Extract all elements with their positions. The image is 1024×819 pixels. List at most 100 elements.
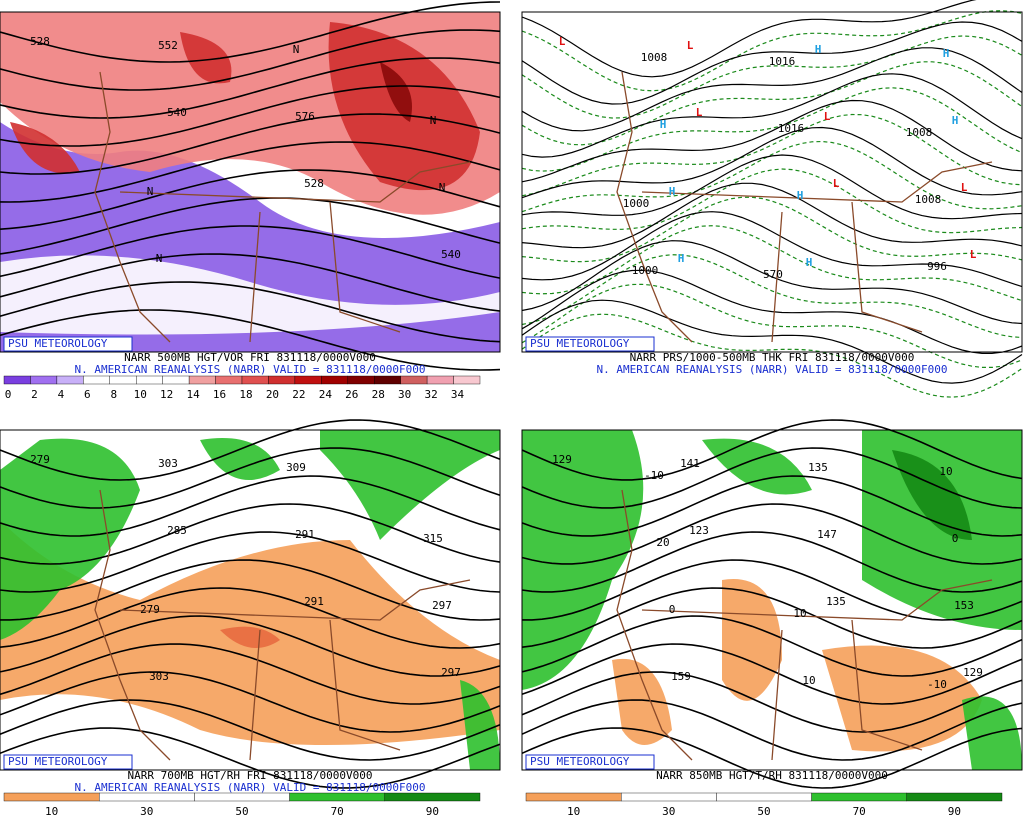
badge-box [525, 336, 655, 352]
colorbar-cell [241, 375, 269, 385]
map-label: H [806, 256, 813, 269]
contour-line [0, 615, 501, 677]
map-label: 303 [149, 670, 169, 683]
thickness-line [521, 283, 1023, 368]
shaded-region [0, 430, 500, 770]
colorbar-cell [215, 375, 243, 385]
contour-line [0, 699, 501, 761]
map-label: N [147, 185, 154, 198]
contour-line [0, 113, 501, 175]
contour-line [0, 419, 501, 481]
map-label: 0 [952, 532, 959, 545]
shaded-region [10, 22, 480, 191]
caption: NARR PRS/1000-500MB THK FRI 831118/0000V… [630, 351, 915, 364]
map-label: 1008 [641, 51, 668, 64]
contour-line [521, 419, 1023, 481]
shaded-region [220, 626, 280, 648]
thickness-line [521, 35, 1023, 119]
map-label: H [815, 43, 822, 56]
colorbar-cell [384, 792, 481, 802]
caption: NARR 700MB HGT/RH FRI 831118/0000V000 [127, 769, 372, 782]
contour-line [0, 559, 501, 621]
contour-line [0, 503, 501, 565]
map-label: 1000 [632, 264, 659, 277]
map-label: 123 [689, 524, 709, 537]
colorbar-label: 10 [567, 805, 580, 818]
contour-line [0, 309, 501, 371]
map-label: 291 [295, 528, 315, 541]
colorbar-cell [374, 375, 401, 385]
badge-text: PSU METEOROLOGY [530, 755, 630, 768]
contour-line [0, 475, 501, 537]
contour-line [521, 126, 1023, 199]
contour-line [0, 225, 501, 279]
map-label: 540 [167, 106, 187, 119]
thickness-line [521, 87, 1023, 172]
shaded-region [380, 62, 412, 122]
contour-line [521, 727, 1023, 789]
colorbar-label: 18 [239, 388, 252, 401]
map-label: 315 [423, 532, 443, 545]
contour-line [0, 253, 501, 312]
map-background [522, 12, 1022, 352]
colorbar-cell [109, 375, 137, 385]
contour-line [521, 531, 1023, 593]
colorbar-cell [30, 375, 58, 385]
contour-line [521, 240, 1023, 325]
map-label: 552 [158, 39, 178, 52]
colorbar-cell [136, 375, 163, 385]
colorbar-cell [347, 375, 375, 385]
map-label: 570 [763, 268, 783, 281]
map-frame [0, 429, 501, 771]
map-label: H [952, 114, 959, 127]
map-label: 279 [140, 603, 160, 616]
contour-line [521, 447, 1023, 509]
colorbar-cell [716, 792, 812, 802]
colorbar-cell [56, 375, 84, 385]
caption: NARR 850MB HGT/T/RH 831118/0000V000 [656, 769, 888, 782]
colorbar-label: 16 [213, 388, 226, 401]
map-label: 20 [656, 536, 669, 549]
map-label: 279 [30, 453, 50, 466]
colorbar-label: 6 [84, 388, 91, 401]
map-label: 309 [286, 461, 306, 474]
map-label: 159 [671, 670, 691, 683]
badge-text: PSU METEOROLOGY [8, 755, 108, 768]
colorbar-label: 14 [186, 388, 200, 401]
colorbar-label: 26 [345, 388, 358, 401]
contour-line [521, 211, 1023, 288]
colorbar-label: 70 [853, 805, 866, 818]
colorbar-cell [294, 375, 322, 385]
badge-text: PSU METEOROLOGY [530, 337, 630, 350]
colorbar-label: 70 [331, 805, 344, 818]
map-label: H [797, 189, 804, 202]
map-label: 1000 [623, 197, 650, 210]
colorbar-label: 12 [160, 388, 173, 401]
map-label: L [824, 110, 831, 123]
map-label: 141 [680, 457, 700, 470]
map-label: L [696, 106, 703, 119]
map-label: H [660, 118, 667, 131]
contour-line [521, 269, 1023, 354]
thickness-line [521, 254, 1023, 339]
map-label: 10 [802, 674, 815, 687]
map-label: 1016 [769, 55, 796, 68]
contour-line [0, 169, 501, 230]
colorbar-cell [400, 375, 428, 385]
contour-line [0, 587, 501, 649]
map-label: 10 [793, 607, 806, 620]
shaded-region [612, 579, 982, 752]
thickness-line [521, 196, 1023, 263]
map-label: 996 [927, 260, 947, 273]
colorbar-label: 22 [292, 388, 305, 401]
map-label: N [439, 181, 446, 194]
contour-line [0, 671, 501, 733]
colorbar-label: 32 [424, 388, 437, 401]
colorbar-cell [620, 792, 717, 802]
colorbar-label: 20 [266, 388, 279, 401]
colorbar-label: 30 [662, 805, 675, 818]
contour-line [0, 29, 501, 91]
map-frame [0, 11, 501, 353]
thickness-line [521, 113, 1023, 197]
